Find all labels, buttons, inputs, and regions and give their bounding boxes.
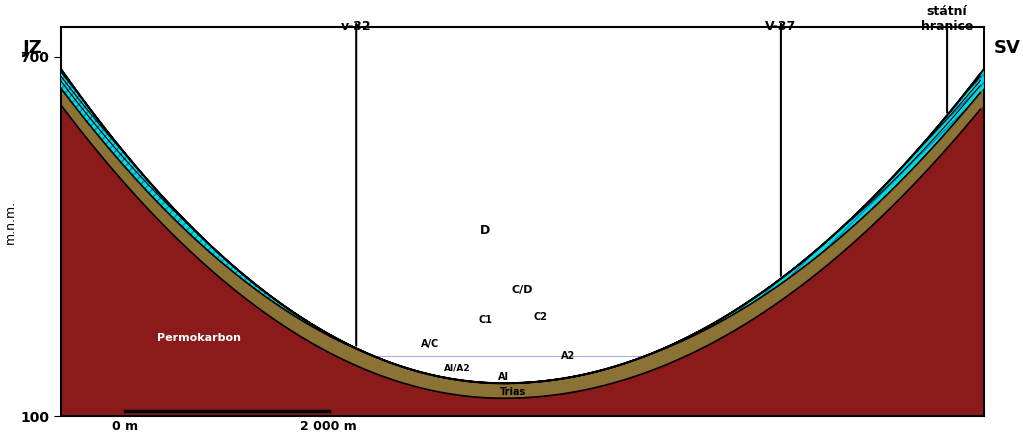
Text: C2: C2 [534, 312, 548, 323]
Text: Al: Al [498, 372, 509, 382]
Text: A2: A2 [562, 351, 576, 361]
Text: A/C: A/C [420, 340, 439, 349]
Text: D: D [481, 224, 491, 237]
Text: 2 000 m: 2 000 m [300, 420, 357, 434]
Text: SV: SV [993, 38, 1020, 57]
Polygon shape [60, 69, 984, 356]
Text: v-32: v-32 [341, 20, 371, 33]
Text: 0 m: 0 m [113, 420, 138, 434]
Polygon shape [60, 88, 984, 398]
Polygon shape [60, 69, 984, 416]
Text: JZ: JZ [23, 38, 42, 57]
Text: V-37: V-37 [765, 20, 797, 33]
Text: Permokarbon: Permokarbon [158, 333, 241, 343]
Text: C1: C1 [479, 316, 492, 326]
Y-axis label: m.n.m.: m.n.m. [4, 200, 17, 244]
Text: státní
hranice: státní hranice [921, 5, 973, 33]
Text: Al/A2: Al/A2 [444, 364, 471, 373]
Text: C/D: C/D [512, 285, 533, 295]
Text: Trias: Trias [500, 387, 526, 397]
